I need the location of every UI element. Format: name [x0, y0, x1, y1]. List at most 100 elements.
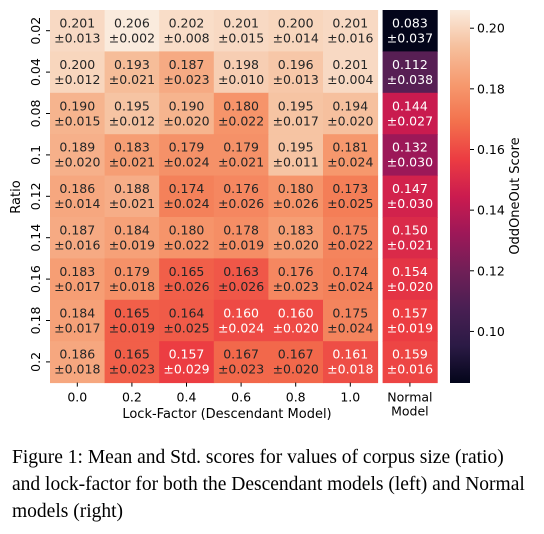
cell-mean-label: 0.188 — [114, 181, 150, 196]
heatmap-cell — [159, 175, 215, 218]
heatmap-cell — [104, 51, 160, 94]
row-tick-label: 0.08 — [28, 100, 43, 128]
heatmap-cell — [323, 299, 379, 342]
heatmap-cell — [382, 10, 438, 52]
heatmap-cell — [159, 10, 215, 52]
cell-std-label: ±0.026 — [273, 196, 319, 211]
cell-std-label: ±0.021 — [109, 72, 155, 87]
heatmap-cell — [50, 51, 106, 94]
cell-std-label: ±0.021 — [218, 155, 264, 170]
heatmap-cell — [268, 92, 324, 135]
col-tick-label: 0.4 — [177, 390, 197, 405]
heatmap-cell — [382, 217, 438, 259]
cell-std-label: ±0.026 — [218, 279, 264, 294]
heatmap-cell — [213, 258, 269, 301]
heatmap-cell — [268, 258, 324, 301]
cell-mean-label: 0.198 — [223, 57, 259, 72]
heatmap-cell — [268, 10, 324, 52]
cell-mean-label: 0.165 — [169, 264, 205, 279]
heatmap-cell — [323, 51, 379, 94]
cell-mean-label: 0.187 — [59, 223, 95, 238]
normal-model-col-label: Model — [391, 404, 429, 419]
cell-std-label: ±0.020 — [273, 320, 319, 335]
cell-mean-label: 0.165 — [114, 305, 150, 320]
cell-std-label: ±0.024 — [163, 155, 209, 170]
cell-std-label: ±0.017 — [273, 113, 319, 128]
cell-std-label: ±0.017 — [54, 279, 100, 294]
cell-mean-label: 0.150 — [392, 223, 428, 238]
cell-std-label: ±0.023 — [163, 72, 209, 87]
col-tick-label: 0.0 — [67, 390, 87, 405]
cell-std-label: ±0.018 — [327, 362, 373, 377]
cell-std-label: ±0.023 — [273, 279, 319, 294]
row-tick-label: 0.1 — [28, 145, 43, 165]
cell-std-label: ±0.015 — [54, 113, 100, 128]
cell-mean-label: 0.154 — [392, 264, 428, 279]
heatmap-cell — [213, 217, 269, 259]
cell-mean-label: 0.183 — [59, 264, 95, 279]
cell-mean-label: 0.179 — [169, 140, 205, 155]
cell-std-label: ±0.019 — [109, 238, 155, 253]
colorbar-label: OddOneOut Score — [508, 137, 523, 254]
cell-std-label: ±0.023 — [109, 362, 155, 377]
cell-mean-label: 0.175 — [332, 305, 368, 320]
heatmap-chart: 0.201±0.0130.206±0.0020.202±0.0080.201±0… — [9, 10, 523, 422]
heatmap-cell — [323, 10, 379, 52]
cell-std-label: ±0.023 — [218, 362, 264, 377]
cell-mean-label: 0.161 — [332, 347, 368, 362]
cell-mean-label: 0.184 — [114, 223, 150, 238]
cell-mean-label: 0.201 — [59, 16, 95, 31]
colorbar-tick-label: 0.20 — [477, 21, 505, 36]
cell-mean-label: 0.186 — [59, 181, 95, 196]
cell-mean-label: 0.157 — [392, 305, 428, 320]
colorbar-tick-label: 0.16 — [477, 142, 505, 157]
cell-mean-label: 0.187 — [169, 57, 205, 72]
heatmap-cell — [323, 134, 379, 177]
cell-std-label: ±0.018 — [109, 279, 155, 294]
cell-mean-label: 0.180 — [223, 98, 259, 113]
cell-mean-label: 0.200 — [278, 16, 314, 31]
cell-std-label: ±0.024 — [218, 320, 264, 335]
cell-mean-label: 0.167 — [278, 347, 314, 362]
cell-mean-label: 0.200 — [59, 57, 95, 72]
cell-mean-label: 0.202 — [169, 16, 205, 31]
row-axis-label: Ratio — [9, 180, 24, 213]
colorbar-tick-label: 0.10 — [477, 324, 505, 339]
cell-std-label: ±0.004 — [327, 72, 373, 87]
colorbar-ticks: 0.20 0.18 0.16 0.14 0.12 0.10 — [470, 21, 505, 339]
cell-std-label: ±0.020 — [54, 155, 100, 170]
cell-mean-label: 0.147 — [392, 181, 428, 196]
heatmap-cell — [159, 341, 215, 384]
cell-mean-label: 0.132 — [392, 140, 428, 155]
heatmap-cell — [213, 299, 269, 342]
cell-std-label: ±0.022 — [218, 113, 264, 128]
cell-std-label: ±0.011 — [273, 155, 319, 170]
cell-std-label: ±0.026 — [218, 196, 264, 211]
heatmap-cell — [159, 134, 215, 177]
row-tick-label: 0.14 — [28, 224, 43, 252]
heatmap-cell — [382, 258, 438, 301]
cell-mean-label: 0.174 — [169, 181, 205, 196]
cell-std-label: ±0.019 — [218, 238, 264, 253]
cell-std-label: ±0.015 — [218, 31, 264, 46]
cell-std-label: ±0.020 — [327, 113, 373, 128]
col-tick-label: 0.2 — [122, 390, 142, 405]
cell-mean-label: 0.180 — [169, 223, 205, 238]
row-tick-label: 0.12 — [28, 182, 43, 210]
heatmap-cell — [104, 299, 160, 342]
cell-std-label: ±0.038 — [387, 72, 433, 87]
cell-mean-label: 0.195 — [114, 98, 150, 113]
cell-mean-label: 0.190 — [59, 98, 95, 113]
heatmap-cell — [268, 175, 324, 218]
heatmap-cell — [213, 92, 269, 135]
cell-mean-label: 0.195 — [278, 98, 314, 113]
cell-mean-label: 0.144 — [392, 98, 428, 113]
row-tick-label: 0.18 — [28, 307, 43, 335]
heatmap-cell — [323, 258, 379, 301]
cell-std-label: ±0.019 — [387, 320, 433, 335]
heatmap-cell — [50, 341, 106, 384]
cell-std-label: ±0.017 — [54, 320, 100, 335]
col-tick-label: 0.6 — [231, 390, 251, 405]
cell-mean-label: 0.184 — [59, 305, 95, 320]
